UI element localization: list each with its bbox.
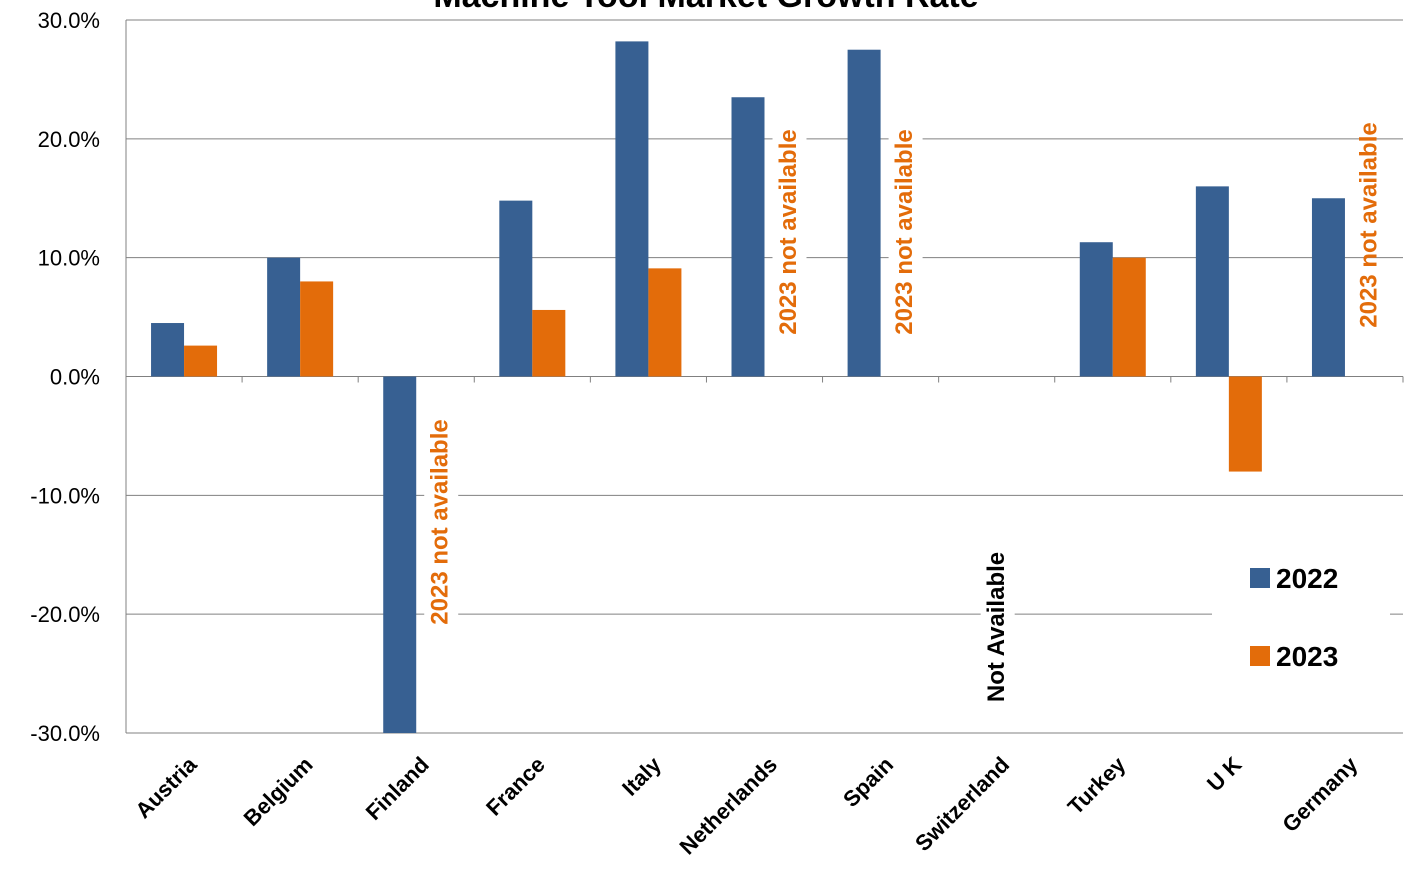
- annotation-background: [424, 394, 459, 650]
- bar-2022-u-k: [1195, 186, 1229, 377]
- annotation-switzerland: Not Available: [983, 552, 1010, 702]
- annotations: 2023 not available 2023 not available 2023…: [424, 104, 1382, 724]
- annotation-finland: 2023 not available: [427, 419, 454, 624]
- bar-2023-u-k: [1228, 376, 1262, 472]
- bar-2022-netherlands: [731, 97, 765, 377]
- y-tick-label: -30.0%: [30, 721, 100, 746]
- annotation-netherlands: 2023 not available: [775, 129, 802, 334]
- y-tick-label: -20.0%: [30, 602, 100, 627]
- annotation-germany: 2023 not available: [1355, 122, 1382, 327]
- bar-2022-france: [499, 200, 533, 377]
- bar-2022-belgium: [267, 257, 301, 377]
- y-tick-label: -10.0%: [30, 483, 100, 508]
- chart-title: Machine Tool Market Growth Rate: [433, 0, 978, 15]
- bar-2023-france: [532, 309, 566, 377]
- bar-2023-belgium: [300, 281, 334, 377]
- legend-swatch-2023: [1250, 646, 1270, 666]
- bar-2022-spain: [847, 49, 881, 377]
- bar-2022-austria: [151, 323, 185, 377]
- bar-2023-italy: [648, 268, 682, 377]
- y-tick-label: 30.0%: [38, 8, 100, 33]
- bar-2022-italy: [615, 41, 649, 377]
- annotation-background: [980, 530, 1015, 724]
- annotation-background: [772, 104, 807, 360]
- bar-2022-finland: [383, 376, 417, 733]
- y-tick-label: 0.0%: [50, 365, 100, 390]
- annotation-spain: 2023 not available: [891, 129, 918, 334]
- legend: 2022 2023: [1212, 540, 1390, 690]
- bar-2022-germany: [1311, 198, 1345, 377]
- y-axis-labels: 30.0% 20.0% 10.0% 0.0% -10.0% -20.0% -30.0%: [30, 8, 100, 746]
- legend-swatch-2022: [1250, 568, 1270, 588]
- bar-2022-turkey: [1079, 242, 1113, 377]
- bar-2023-austria: [184, 345, 218, 377]
- legend-background: [1212, 540, 1390, 690]
- y-tick-label: 10.0%: [38, 246, 100, 271]
- legend-label-2022: 2022: [1276, 563, 1338, 594]
- bars: [151, 41, 1345, 733]
- legend-label-2023: 2023: [1276, 641, 1338, 672]
- bar-2023-turkey: [1112, 257, 1146, 377]
- annotation-background: [888, 104, 923, 360]
- y-tick-label: 20.0%: [38, 127, 100, 152]
